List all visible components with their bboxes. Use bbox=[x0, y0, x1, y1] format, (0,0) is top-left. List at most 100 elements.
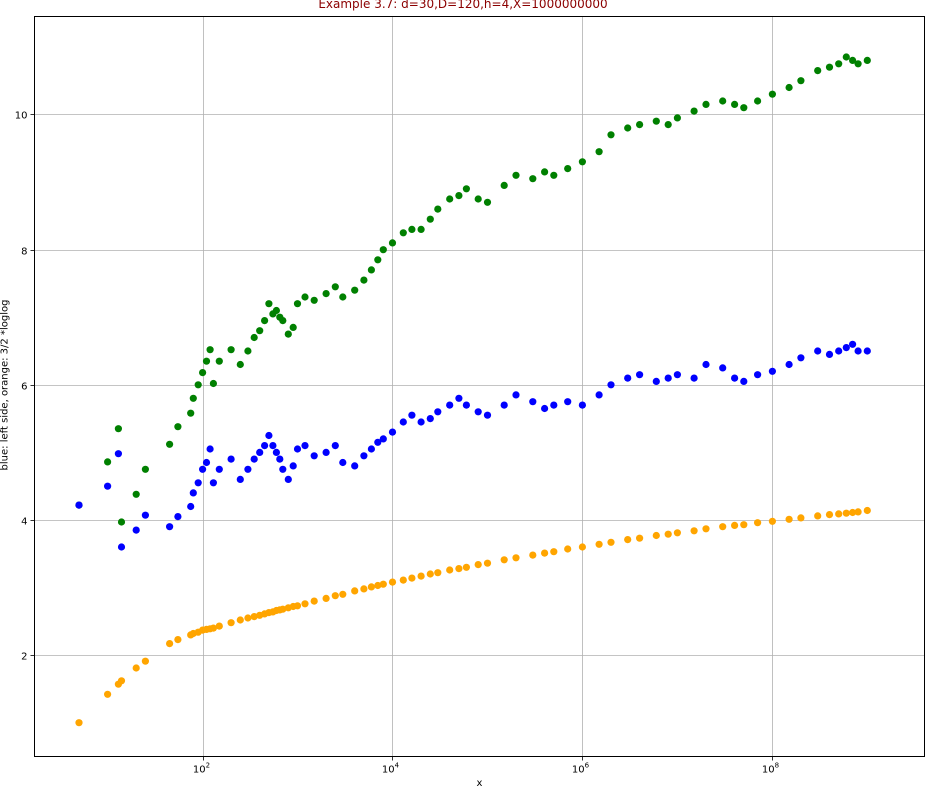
data-point bbox=[166, 640, 174, 648]
data-point bbox=[408, 225, 416, 233]
data-point bbox=[854, 508, 862, 516]
data-point bbox=[768, 517, 777, 525]
data-point bbox=[117, 518, 126, 526]
data-point bbox=[719, 364, 727, 372]
data-point bbox=[690, 527, 698, 535]
data-point bbox=[417, 572, 425, 580]
x-tick-exponent: 6 bbox=[585, 762, 590, 770]
data-point bbox=[374, 256, 382, 264]
data-point bbox=[825, 510, 834, 519]
data-point bbox=[702, 100, 710, 108]
data-point bbox=[132, 664, 140, 672]
data-point bbox=[301, 293, 309, 301]
data-point bbox=[754, 371, 762, 379]
data-point bbox=[399, 229, 407, 237]
data-point bbox=[194, 479, 202, 487]
data-point bbox=[276, 455, 284, 463]
data-point bbox=[399, 418, 407, 426]
data-point bbox=[322, 594, 330, 603]
data-point bbox=[426, 570, 434, 578]
data-point bbox=[512, 554, 520, 562]
data-point bbox=[261, 317, 269, 325]
data-point bbox=[483, 559, 492, 567]
data-point bbox=[301, 600, 309, 608]
data-point bbox=[462, 563, 470, 571]
data-point bbox=[194, 381, 202, 389]
data-point bbox=[75, 719, 83, 727]
data-point bbox=[141, 511, 149, 519]
data-point bbox=[462, 185, 470, 193]
y-tick-label: 2 bbox=[21, 652, 27, 663]
data-point bbox=[835, 60, 843, 68]
data-point bbox=[797, 354, 805, 362]
data-point bbox=[512, 391, 520, 399]
data-point bbox=[379, 435, 387, 443]
data-point bbox=[399, 576, 407, 584]
data-point bbox=[854, 347, 862, 355]
x-tick-exponent: 8 bbox=[775, 762, 779, 770]
data-point bbox=[564, 545, 572, 553]
data-point bbox=[624, 374, 632, 382]
data-point bbox=[417, 418, 425, 426]
data-point bbox=[360, 276, 368, 284]
data-point bbox=[339, 293, 347, 301]
series-1 bbox=[75, 340, 871, 551]
data-point bbox=[187, 502, 195, 511]
data-point bbox=[455, 192, 463, 200]
data-point bbox=[740, 104, 748, 112]
data-point bbox=[310, 296, 318, 304]
data-point bbox=[842, 509, 850, 517]
y-tick-label: 4 bbox=[21, 517, 27, 528]
data-point bbox=[863, 506, 871, 515]
data-point bbox=[550, 171, 558, 179]
data-point bbox=[331, 442, 339, 450]
data-point bbox=[269, 442, 277, 450]
data-point bbox=[388, 428, 397, 436]
data-point bbox=[664, 121, 672, 129]
data-point bbox=[272, 306, 280, 315]
data-point bbox=[702, 360, 710, 369]
data-point bbox=[578, 401, 587, 409]
data-point bbox=[256, 327, 264, 335]
data-point bbox=[797, 514, 805, 522]
data-point bbox=[740, 377, 748, 385]
data-point bbox=[360, 585, 368, 593]
data-point bbox=[426, 215, 434, 223]
data-point bbox=[595, 148, 603, 156]
data-point bbox=[785, 360, 793, 369]
data-point bbox=[825, 63, 834, 71]
data-point bbox=[293, 300, 302, 308]
data-point bbox=[754, 519, 762, 527]
data-point bbox=[426, 415, 434, 423]
data-point bbox=[331, 592, 339, 600]
data-point bbox=[842, 344, 850, 352]
data-point bbox=[104, 458, 112, 466]
data-point bbox=[351, 286, 359, 294]
data-point bbox=[731, 100, 739, 108]
data-point bbox=[636, 121, 644, 129]
data-point bbox=[768, 90, 777, 98]
data-point bbox=[474, 195, 482, 203]
data-point bbox=[624, 124, 632, 132]
data-point bbox=[652, 531, 660, 540]
data-point bbox=[719, 97, 727, 105]
data-point bbox=[863, 347, 871, 355]
data-point bbox=[462, 401, 470, 409]
data-point bbox=[199, 465, 207, 473]
data-point bbox=[322, 290, 330, 298]
data-point bbox=[339, 590, 347, 598]
data-point bbox=[740, 521, 748, 529]
data-point bbox=[690, 374, 698, 382]
series-2 bbox=[75, 506, 871, 727]
data-point bbox=[114, 425, 122, 433]
data-point bbox=[529, 551, 537, 559]
plot-frame bbox=[34, 16, 925, 757]
data-point bbox=[310, 452, 318, 460]
data-point bbox=[141, 465, 149, 473]
data-point bbox=[174, 513, 182, 521]
data-point bbox=[673, 371, 682, 379]
data-point bbox=[474, 561, 482, 569]
data-point bbox=[814, 67, 822, 75]
y-tick-label: 10 bbox=[15, 111, 28, 122]
data-point bbox=[664, 530, 672, 538]
